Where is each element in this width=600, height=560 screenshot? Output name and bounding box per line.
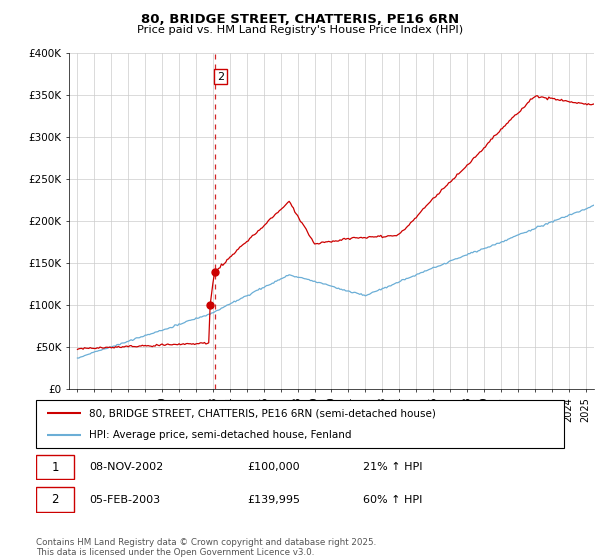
Text: 05-FEB-2003: 05-FEB-2003 bbox=[89, 494, 160, 505]
Text: 21% ↑ HPI: 21% ↑ HPI bbox=[364, 462, 423, 472]
Text: HPI: Average price, semi-detached house, Fenland: HPI: Average price, semi-detached house,… bbox=[89, 430, 352, 440]
Text: 1: 1 bbox=[51, 460, 59, 474]
Text: 60% ↑ HPI: 60% ↑ HPI bbox=[364, 494, 423, 505]
Text: 2: 2 bbox=[51, 493, 59, 506]
Text: 80, BRIDGE STREET, CHATTERIS, PE16 6RN (semi-detached house): 80, BRIDGE STREET, CHATTERIS, PE16 6RN (… bbox=[89, 408, 436, 418]
FancyBboxPatch shape bbox=[36, 487, 74, 512]
Text: 80, BRIDGE STREET, CHATTERIS, PE16 6RN: 80, BRIDGE STREET, CHATTERIS, PE16 6RN bbox=[141, 13, 459, 26]
Text: Price paid vs. HM Land Registry's House Price Index (HPI): Price paid vs. HM Land Registry's House … bbox=[137, 25, 463, 35]
FancyBboxPatch shape bbox=[36, 400, 564, 448]
Text: Contains HM Land Registry data © Crown copyright and database right 2025.
This d: Contains HM Land Registry data © Crown c… bbox=[36, 538, 376, 557]
Text: 2: 2 bbox=[217, 72, 224, 82]
Text: £100,000: £100,000 bbox=[247, 462, 300, 472]
Text: 08-NOV-2002: 08-NOV-2002 bbox=[89, 462, 163, 472]
FancyBboxPatch shape bbox=[36, 455, 74, 479]
Text: £139,995: £139,995 bbox=[247, 494, 300, 505]
